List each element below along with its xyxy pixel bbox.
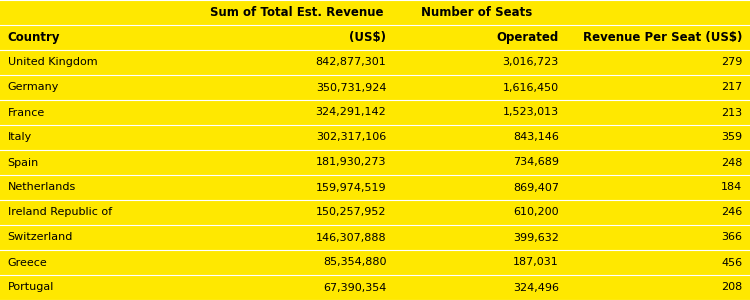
- Text: 208: 208: [722, 283, 742, 292]
- Text: 1,523,013: 1,523,013: [503, 107, 559, 118]
- Text: 85,354,880: 85,354,880: [322, 257, 386, 268]
- Text: Italy: Italy: [8, 133, 32, 142]
- Text: 67,390,354: 67,390,354: [322, 283, 386, 292]
- Text: 302,317,106: 302,317,106: [316, 133, 386, 142]
- Text: 869,407: 869,407: [513, 182, 559, 193]
- Text: 1,616,450: 1,616,450: [503, 82, 559, 92]
- Text: Portugal: Portugal: [8, 283, 54, 292]
- Text: Ireland Republic of: Ireland Republic of: [8, 208, 112, 218]
- Text: 842,877,301: 842,877,301: [316, 58, 386, 68]
- Text: 843,146: 843,146: [513, 133, 559, 142]
- Text: 217: 217: [722, 82, 742, 92]
- Text: Operated: Operated: [496, 31, 559, 44]
- Text: (US$): (US$): [350, 31, 386, 44]
- Text: Germany: Germany: [8, 82, 59, 92]
- Text: Country: Country: [8, 31, 60, 44]
- Text: Sum of Total Est. Revenue: Sum of Total Est. Revenue: [209, 6, 383, 19]
- Text: 213: 213: [722, 107, 742, 118]
- Text: 456: 456: [722, 257, 742, 268]
- Text: 184: 184: [722, 182, 742, 193]
- Text: Greece: Greece: [8, 257, 47, 268]
- Text: United Kingdom: United Kingdom: [8, 58, 98, 68]
- Text: 248: 248: [722, 158, 742, 167]
- Text: 734,689: 734,689: [513, 158, 559, 167]
- Text: 324,496: 324,496: [513, 283, 559, 292]
- Text: 350,731,924: 350,731,924: [316, 82, 386, 92]
- Text: 146,307,888: 146,307,888: [316, 232, 386, 242]
- Text: 150,257,952: 150,257,952: [316, 208, 386, 218]
- Text: 181,930,273: 181,930,273: [316, 158, 386, 167]
- Text: Revenue Per Seat (US$): Revenue Per Seat (US$): [584, 31, 742, 44]
- Text: Number of Seats: Number of Seats: [421, 6, 532, 19]
- Text: 366: 366: [722, 232, 742, 242]
- Text: Netherlands: Netherlands: [8, 182, 76, 193]
- Text: Spain: Spain: [8, 158, 39, 167]
- Text: Switzerland: Switzerland: [8, 232, 73, 242]
- Text: 279: 279: [722, 58, 742, 68]
- Text: 610,200: 610,200: [513, 208, 559, 218]
- Text: France: France: [8, 107, 45, 118]
- Text: 359: 359: [722, 133, 742, 142]
- Text: 159,974,519: 159,974,519: [316, 182, 386, 193]
- Text: 324,291,142: 324,291,142: [316, 107, 386, 118]
- Text: 187,031: 187,031: [513, 257, 559, 268]
- Text: 3,016,723: 3,016,723: [503, 58, 559, 68]
- Text: 399,632: 399,632: [513, 232, 559, 242]
- Text: 246: 246: [722, 208, 742, 218]
